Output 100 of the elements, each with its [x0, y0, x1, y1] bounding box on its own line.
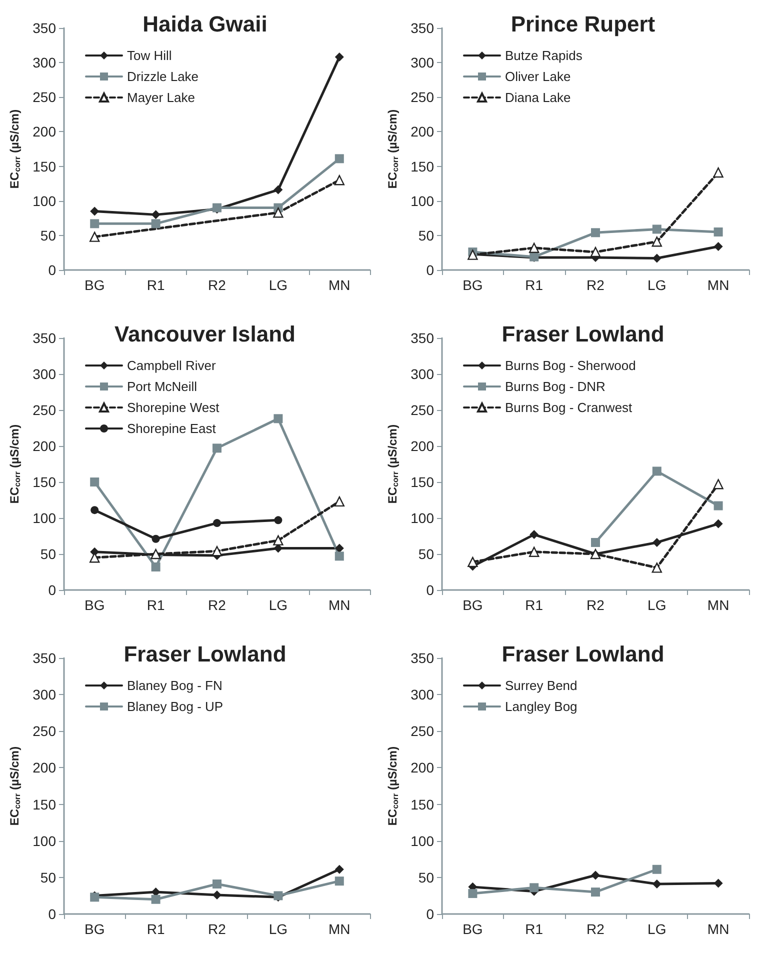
y-tick-label: 0	[48, 582, 56, 598]
x-tick-label: LG	[648, 277, 666, 293]
point	[90, 232, 100, 242]
x-tick-label: R2	[586, 597, 605, 613]
point	[652, 236, 662, 247]
y-tick-label: 350	[410, 330, 434, 346]
point	[530, 530, 539, 540]
point	[652, 864, 662, 874]
y-axis-title: ECcorr (µS/cm)	[386, 424, 400, 504]
x-tick-label: LG	[268, 597, 288, 613]
point	[151, 562, 160, 572]
y-tick-label: 150	[410, 474, 434, 490]
y-axis-title: ECcorr (µS/cm)	[8, 424, 22, 504]
x-tick-label: MN	[328, 277, 350, 293]
x-tick-label: BG	[84, 597, 105, 613]
point	[151, 219, 160, 228]
point	[212, 880, 222, 889]
legend-label: Oliver Lake	[505, 69, 571, 84]
y-tick-label: 50	[40, 546, 56, 562]
legend-label: Mayer Lake	[127, 90, 195, 105]
y-tick-label: 150	[32, 158, 56, 174]
point	[591, 538, 600, 547]
x-tick-label: BG	[462, 277, 483, 293]
y-axis-title: ECcorr (µS/cm)	[386, 746, 400, 826]
legend-label: Blaney Bog - FN	[127, 678, 222, 693]
y-tick-label: 150	[32, 796, 56, 812]
x-tick-label: BG	[84, 277, 105, 293]
y-tick-label: 50	[418, 227, 434, 244]
point	[212, 546, 222, 556]
point	[713, 167, 724, 178]
point	[212, 444, 222, 453]
y-tick-label: 150	[410, 158, 434, 174]
y-tick-label: 200	[410, 124, 434, 140]
point	[334, 496, 344, 507]
y-tick-label: 350	[410, 650, 434, 666]
y-tick-label: 250	[32, 402, 56, 418]
y-tick-label: 250	[32, 723, 56, 740]
point	[274, 516, 282, 524]
y-tick-label: 0	[426, 906, 434, 922]
point	[591, 870, 600, 880]
x-tick-label: BG	[84, 921, 105, 937]
x-tick-label: R2	[208, 597, 226, 613]
chart-title: Prince Rupert	[510, 12, 656, 36]
point	[90, 206, 100, 216]
y-tick-label: 200	[32, 124, 56, 140]
legend-label: Burns Bog - Sherwood	[505, 358, 636, 373]
y-tick-label: 350	[410, 20, 434, 36]
y-tick-label: 350	[32, 650, 56, 666]
y-tick-label: 100	[32, 832, 56, 849]
legend-label: Drizzle Lake	[127, 69, 199, 84]
x-tick-label: LG	[268, 277, 288, 293]
legend-label: Shorepine West	[127, 400, 220, 415]
point	[334, 544, 344, 553]
y-tick-label: 100	[410, 192, 434, 209]
y-tick-label: 50	[40, 227, 56, 244]
point	[529, 546, 540, 557]
point	[334, 175, 344, 186]
y-tick-label: 300	[410, 686, 434, 703]
point	[652, 880, 662, 889]
legend-label: Langley Bog	[505, 699, 578, 714]
legend-label: Port McNeill	[127, 379, 198, 394]
y-tick-label: 300	[32, 366, 56, 382]
x-tick-label: R1	[525, 597, 544, 613]
y-tick-label: 100	[32, 510, 56, 526]
x-tick-label: R1	[146, 277, 165, 293]
x-tick-label: R2	[208, 277, 226, 293]
x-tick-label: BG	[462, 921, 483, 937]
point	[212, 890, 222, 900]
point	[714, 501, 723, 510]
x-tick-label: R2	[586, 921, 605, 937]
point	[652, 466, 662, 476]
point	[151, 894, 160, 904]
point	[274, 414, 283, 424]
point	[530, 883, 539, 892]
x-tick-label: MN	[328, 597, 350, 613]
point	[334, 52, 344, 62]
point	[714, 242, 723, 251]
y-axis-title: ECcorr (µS/cm)	[8, 746, 22, 826]
y-tick-label: 200	[32, 760, 56, 776]
point	[714, 227, 723, 236]
point	[714, 878, 723, 888]
y-tick-label: 50	[40, 869, 56, 886]
point	[90, 219, 100, 228]
legend-label: Surrey Bend	[505, 678, 578, 693]
point	[334, 876, 344, 886]
x-tick-label: MN	[707, 597, 730, 613]
y-tick-label: 250	[32, 89, 56, 106]
point	[652, 224, 662, 234]
point	[334, 154, 344, 164]
y-tick-label: 250	[410, 89, 434, 106]
y-tick-label: 200	[32, 438, 56, 454]
y-tick-label: 50	[418, 546, 434, 562]
legend-label: Butze Rapids	[505, 48, 583, 63]
point	[90, 478, 100, 486]
point	[334, 552, 344, 561]
point	[468, 889, 478, 898]
y-tick-label: 0	[48, 906, 56, 922]
x-tick-label: R1	[146, 921, 165, 937]
y-tick-label: 350	[32, 330, 56, 346]
y-tick-label: 300	[410, 366, 434, 382]
